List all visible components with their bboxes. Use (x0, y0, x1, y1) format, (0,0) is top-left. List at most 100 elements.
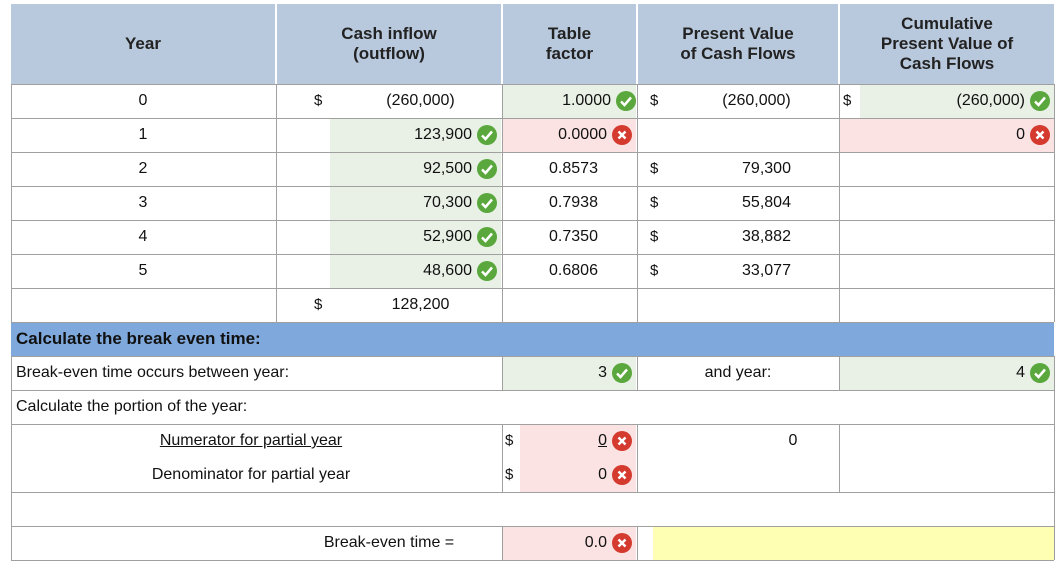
factor-input[interactable]: 1.0000 (503, 84, 636, 118)
year-cell: 1 (11, 118, 275, 152)
currency-symbol: $ (843, 92, 852, 109)
check-circle-icon (1030, 363, 1050, 383)
break-even-between-label: Break-even time occurs between year: (16, 356, 289, 390)
numerator-pv-value: 0 (788, 432, 798, 449)
year-cell: 4 (11, 220, 275, 254)
factor-cell: 0.8573 (503, 152, 636, 186)
pv-cell: 33,077 (665, 254, 838, 288)
pv-cell: (260,000) (665, 84, 838, 118)
and-year-label: and year: (638, 356, 838, 390)
break-even-between-text: Break-even time occurs between year: (16, 364, 290, 381)
pv-value: (260,000) (722, 92, 791, 109)
cash-flow-input[interactable]: 123,900 (330, 118, 501, 152)
break-even-time-value: 0.0 (584, 534, 607, 551)
check-circle-icon (477, 125, 497, 145)
header-present-value: Present Value of Cash Flows (638, 4, 838, 84)
cash-flow-value: 70,300 (423, 194, 472, 211)
break-even-year-a-input[interactable]: 3 (503, 356, 636, 390)
and-year-text: and year: (704, 364, 772, 381)
cash-flow-value: 48,600 (423, 262, 472, 279)
total-cash-value: 128,200 (391, 296, 450, 313)
factor-cell: 0.7350 (503, 220, 636, 254)
pv-value: 55,804 (742, 194, 791, 211)
factor-value: 0.6806 (549, 262, 598, 279)
year-value: 4 (138, 228, 148, 245)
x-circle-icon (612, 431, 632, 451)
currency-symbol: $ (650, 160, 659, 177)
year-value: 1 (138, 126, 148, 143)
cash-flow-input[interactable]: 70,300 (330, 186, 501, 220)
numerator-value: 0 (598, 432, 607, 449)
numerator-input[interactable]: 0 (520, 424, 636, 458)
cash-flow-value: 92,500 (423, 160, 472, 177)
cash-flow-input[interactable]: 92,500 (330, 152, 501, 186)
header-year: Year (11, 4, 275, 84)
header-table-factor-line2: factor (545, 44, 594, 63)
portion-label: Calculate the portion of the year: (16, 390, 247, 424)
cash-flow-cell: (260,000) (330, 84, 501, 118)
x-circle-icon (1030, 125, 1050, 145)
pv-cell: 55,804 (665, 186, 838, 220)
denominator-input[interactable]: 0 (520, 458, 636, 492)
check-circle-icon (1030, 91, 1050, 111)
factor-value: 0.0000 (558, 126, 607, 143)
denominator-label: Denominator for partial year (11, 458, 491, 492)
section-bar (11, 322, 1054, 356)
currency-symbol: $ (650, 262, 659, 279)
cash-flow-input[interactable]: 48,600 (330, 254, 501, 288)
currency-symbol: $ (314, 296, 323, 313)
factor-value: 0.7938 (549, 194, 598, 211)
header-pv-line2: of Cash Flows (680, 44, 796, 63)
cumulative-value: 0 (1016, 126, 1025, 143)
pv-cell: 79,300 (665, 152, 838, 186)
break-even-time-input[interactable]: 0.0 (503, 526, 636, 560)
pv-value: 38,882 (742, 228, 791, 245)
cash-flow-value: (260,000) (386, 92, 455, 109)
factor-input[interactable]: 0.0000 (503, 118, 636, 152)
section-title-text: Calculate the break even time: (16, 329, 261, 348)
x-circle-icon (612, 465, 632, 485)
break-even-answer-field[interactable] (653, 526, 1054, 560)
break-even-year-b-input[interactable]: 4 (840, 356, 1054, 390)
year-cell: 2 (11, 152, 275, 186)
cash-flow-value: 123,900 (414, 126, 472, 143)
numerator-pv-cell: 0 (638, 424, 838, 458)
header-cumulative-pv: Cumulative Present Value of Cash Flows (840, 4, 1054, 84)
cumulative-input[interactable]: (260,000) (860, 84, 1054, 118)
year-cell: 0 (11, 84, 275, 118)
check-circle-icon (477, 261, 497, 281)
currency-symbol: $ (505, 432, 514, 449)
check-circle-icon (477, 227, 497, 247)
denominator-text: Denominator for partial year (151, 466, 351, 483)
year-value: 0 (138, 92, 148, 109)
break-even-time-label: Break-even time = (277, 526, 501, 560)
total-cash-cell: 128,200 (330, 288, 501, 322)
year-a-value: 3 (598, 364, 607, 381)
check-circle-icon (612, 363, 632, 383)
header-cum-line1: Cumulative (901, 14, 993, 33)
check-circle-icon (616, 91, 636, 111)
year-cell: 5 (11, 254, 275, 288)
currency-symbol: $ (650, 228, 659, 245)
cumulative-value: (260,000) (956, 92, 1026, 109)
factor-value: 1.0000 (562, 92, 611, 109)
header-cash-inflow-line2: (outflow) (353, 44, 425, 63)
year-cell: 3 (11, 186, 275, 220)
currency-symbol: $ (650, 92, 659, 109)
header-cash-inflow-line1: Cash inflow (341, 24, 437, 43)
factor-cell: 0.6806 (503, 254, 636, 288)
pv-value: 33,077 (742, 262, 791, 279)
header-table-factor: Table factor (503, 4, 636, 84)
cumulative-input[interactable]: 0 (840, 118, 1054, 152)
header-pv-line1: Present Value (682, 24, 794, 43)
x-circle-icon (612, 125, 632, 145)
header-table-factor-line1: Table (547, 24, 592, 43)
header-year-label: Year (125, 34, 161, 53)
year-value: 5 (138, 262, 148, 279)
factor-cell: 0.7938 (503, 186, 636, 220)
pv-cell: 38,882 (665, 220, 838, 254)
header-cash-inflow: Cash inflow (outflow) (277, 4, 501, 84)
header-cum-line3: Cash Flows (899, 54, 995, 73)
break-even-time-text: Break-even time = (323, 534, 455, 551)
cash-flow-input[interactable]: 52,900 (330, 220, 501, 254)
